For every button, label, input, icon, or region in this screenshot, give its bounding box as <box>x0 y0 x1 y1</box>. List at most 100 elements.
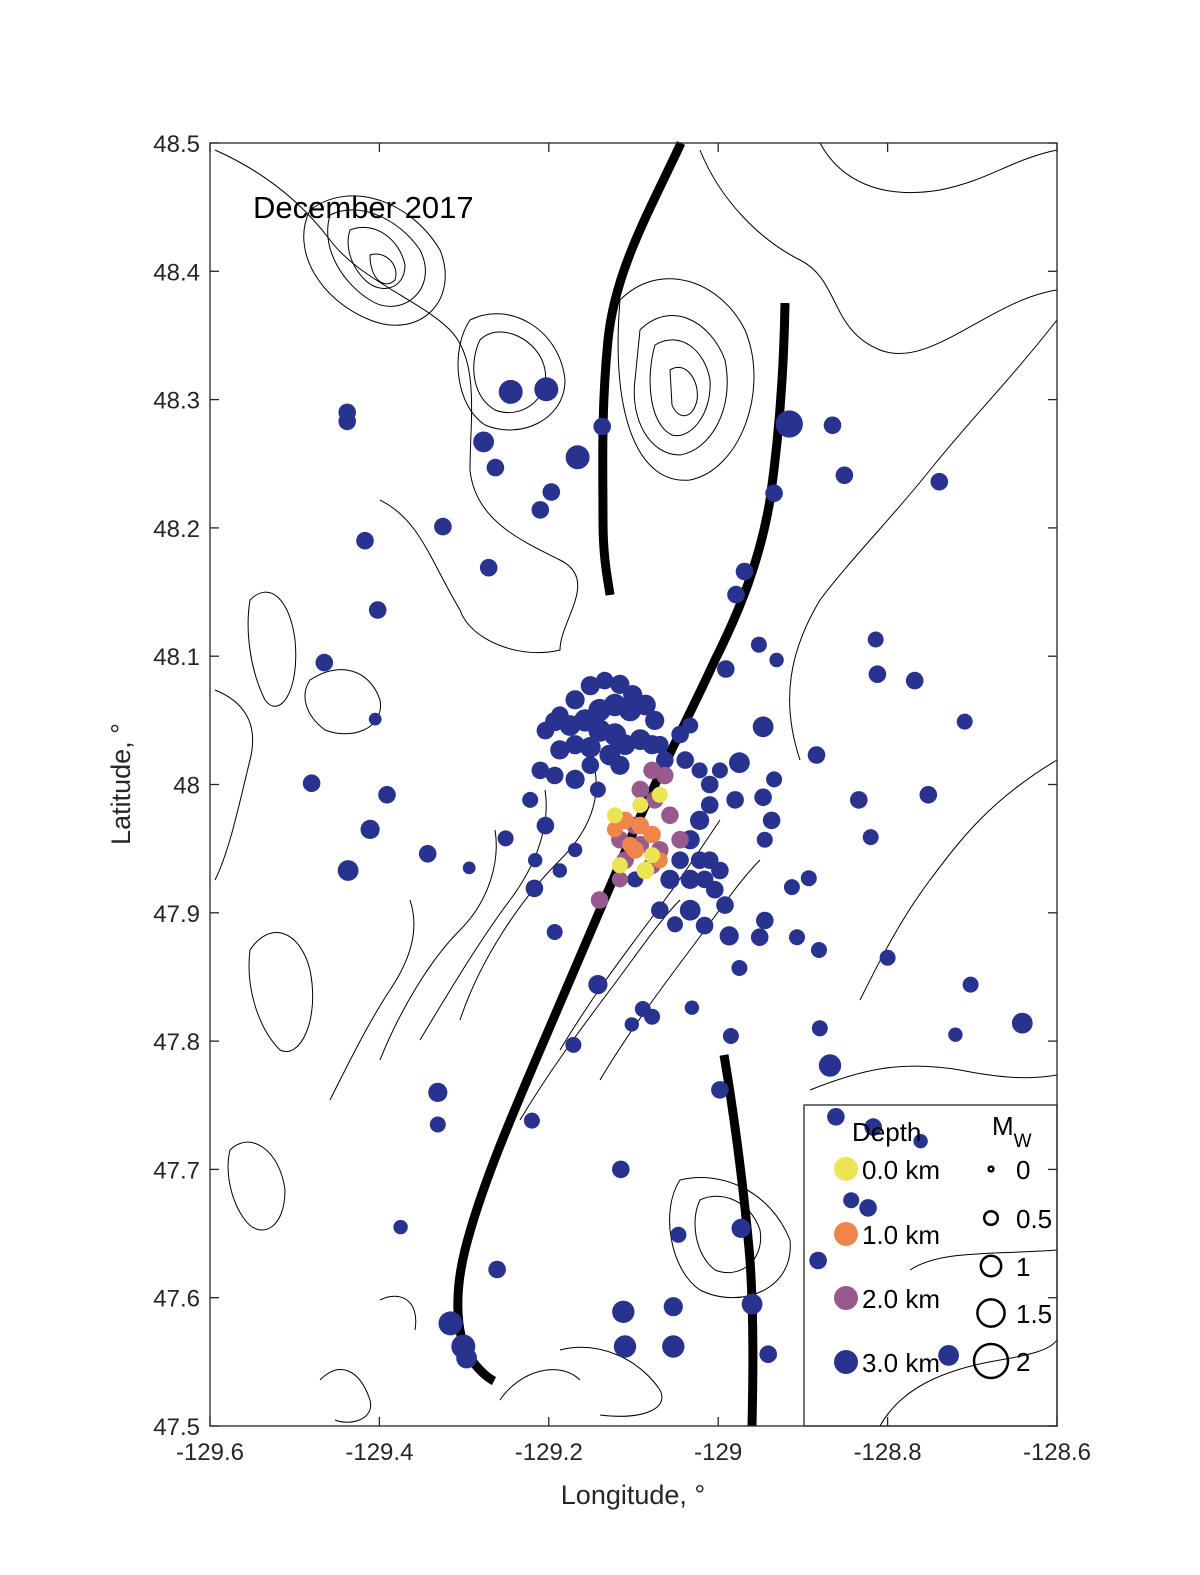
earthquake-point <box>727 585 745 604</box>
earthquake-point <box>823 416 842 435</box>
earthquake-point <box>356 531 374 550</box>
earthquake-point <box>656 751 674 769</box>
y-tick-label: 48.3 <box>153 388 200 415</box>
earthquake-point <box>531 761 550 780</box>
earthquake-point <box>1011 1012 1033 1034</box>
x-tick-label: -129.6 <box>176 1439 244 1466</box>
earthquake-point <box>302 774 321 792</box>
earthquake-point <box>671 851 689 869</box>
y-tick-label: 48 <box>173 773 200 800</box>
earthquake-point <box>680 869 700 890</box>
earthquake-point <box>766 771 783 788</box>
earthquake-point <box>667 916 683 933</box>
legend-depth-swatch <box>834 1157 858 1181</box>
y-tick-label: 48.1 <box>153 644 200 671</box>
earthquake-point <box>546 924 563 940</box>
y-tick-label: 47.7 <box>153 1157 200 1184</box>
y-tick-label: 47.6 <box>153 1286 200 1313</box>
earthquake-point <box>360 819 380 840</box>
ridge-segment-south <box>719 1054 758 1427</box>
earthquake-point <box>651 735 669 754</box>
earthquake-point <box>612 1160 630 1179</box>
earthquake-point <box>690 810 710 831</box>
earthquake-point <box>651 786 668 803</box>
earthquake-point <box>879 949 896 966</box>
legend-mw-label: 2 <box>1016 1347 1030 1377</box>
earthquake-point <box>611 857 628 874</box>
earthquake-point <box>700 796 719 814</box>
earthquake-point <box>706 880 724 899</box>
earthquake-point <box>462 861 476 875</box>
earthquake-point <box>580 676 600 696</box>
earthquake-point <box>611 871 628 888</box>
earthquake-point <box>752 716 774 738</box>
x-tick-label: -128.8 <box>854 1439 922 1466</box>
earthquake-point <box>651 901 669 919</box>
earthquake-point <box>610 755 630 775</box>
earthquake-point <box>775 410 803 438</box>
earthquake-point <box>632 797 649 813</box>
earthquake-point <box>418 845 437 863</box>
legend-depth-label: 0.0 km <box>862 1155 940 1185</box>
earthquake-point <box>754 788 772 807</box>
earthquake-point <box>624 1017 639 1032</box>
axis-ticks: -129.6 -129.4 -129.2 -129 -128.8 -128.6 47.5 47… <box>153 131 1091 1466</box>
earthquake-point <box>531 501 550 519</box>
x-axis-label: Longitude, ° <box>561 1480 705 1510</box>
earthquake-point <box>684 1000 700 1015</box>
earthquake-point <box>338 412 357 431</box>
earthquake-point <box>523 1112 540 1129</box>
ridge-segment-north <box>598 141 686 596</box>
legend-depth-swatch <box>834 1286 858 1310</box>
earthquake-point <box>663 1297 683 1317</box>
earthquake-point <box>769 652 784 668</box>
earthquake-point <box>588 975 608 995</box>
earthquake-point <box>809 1251 827 1270</box>
legend-mw-label: 0 <box>1016 1155 1030 1185</box>
earthquake-point <box>565 1036 582 1053</box>
earthquake-point <box>622 836 639 853</box>
map-title: December 2017 <box>253 190 474 225</box>
legend-depth-label: 1.0 km <box>862 1220 940 1250</box>
earthquake-point <box>565 445 590 470</box>
earthquake-point <box>536 816 555 835</box>
earthquake-point <box>579 736 601 758</box>
earthquake-point <box>393 1219 408 1235</box>
earthquake-point <box>497 830 514 847</box>
legend-mw-circle <box>976 1298 1006 1328</box>
earthquake-point <box>850 791 868 809</box>
earthquake-point <box>717 660 735 678</box>
earthquake-point <box>729 752 750 774</box>
earthquake-point <box>905 671 924 690</box>
earthquake-point <box>827 1108 845 1126</box>
legend-mw-title: MW <box>992 1111 1032 1152</box>
earthquake-point <box>722 1028 739 1044</box>
earthquake-point <box>606 821 623 838</box>
earthquake-point <box>525 879 544 898</box>
earthquake-point <box>670 1226 687 1243</box>
earthquake-point <box>835 466 854 485</box>
earthquake-point <box>807 746 826 764</box>
y-tick-label: 47.9 <box>153 901 200 928</box>
earthquake-point <box>789 929 805 946</box>
y-axis-label: Latitude, ° <box>106 723 136 845</box>
earthquake-point <box>606 807 623 824</box>
legend-mw-label: 1.5 <box>1016 1299 1052 1329</box>
earthquake-point <box>565 690 585 710</box>
earthquake-point <box>528 853 543 868</box>
earthquake-point <box>750 636 767 653</box>
earthquake-point <box>741 1293 763 1315</box>
legend-mw-circle <box>987 1165 995 1173</box>
x-tick-label: -129.4 <box>345 1439 413 1466</box>
earthquake-point <box>759 1345 777 1363</box>
legend-entries: 0.0 km 1.0 km 2.0 km 3.0 km 0 0.5 1 1.5 2 <box>834 1155 1052 1380</box>
earthquake-point <box>567 842 583 858</box>
earthquake-point <box>868 665 887 683</box>
earthquake-point <box>315 653 334 672</box>
earthquake-point <box>595 671 614 690</box>
legend-box <box>803 1104 1058 1427</box>
earthquake-point <box>671 830 689 849</box>
earthquake-point <box>631 780 650 799</box>
earthquake-point <box>818 1054 842 1077</box>
